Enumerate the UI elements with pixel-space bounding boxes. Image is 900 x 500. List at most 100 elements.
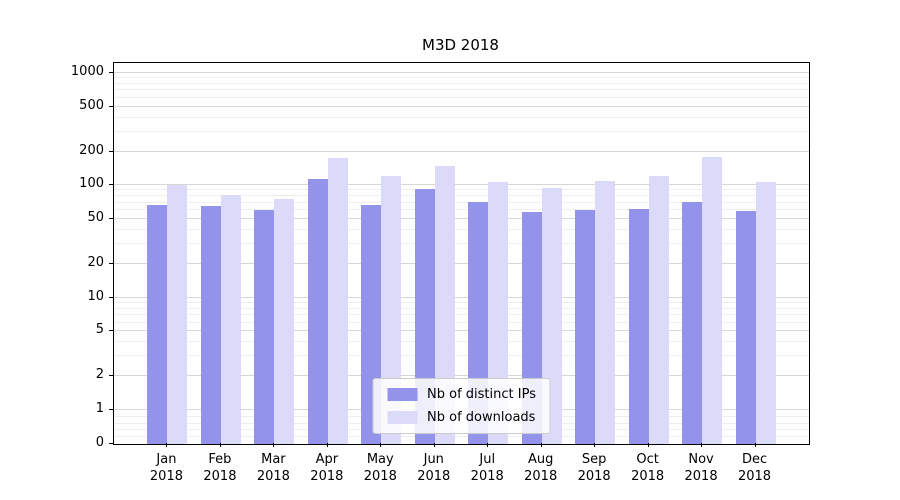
x-tick-mark xyxy=(433,443,435,447)
x-tick-label-line: Sep xyxy=(581,452,607,467)
major-gridline xyxy=(114,330,809,332)
bar-downloads xyxy=(702,157,723,444)
bar-downloads xyxy=(220,195,241,444)
minor-gridline xyxy=(114,314,809,316)
minor-gridline xyxy=(114,355,809,357)
minor-gridline xyxy=(114,189,809,191)
legend-swatch-distinct-ips xyxy=(387,388,418,401)
minor-gridline xyxy=(114,89,809,91)
y-tick-mark xyxy=(109,218,113,220)
minor-gridline xyxy=(114,209,809,211)
x-tick-label-line: Jun xyxy=(423,452,444,467)
x-tick-label-line: Apr xyxy=(315,452,339,467)
minor-gridline xyxy=(114,130,809,132)
x-tick-label-line: 2018 xyxy=(577,469,611,484)
x-tick-mark xyxy=(647,443,649,447)
y-tick-mark xyxy=(109,330,113,332)
minor-gridline xyxy=(114,96,809,98)
y-tick-mark xyxy=(109,150,113,152)
major-gridline xyxy=(114,150,809,152)
bar-downloads xyxy=(274,198,295,444)
major-gridline xyxy=(114,184,809,186)
minor-gridline xyxy=(114,321,809,323)
bar-distinct-ips xyxy=(147,204,168,444)
minor-gridline xyxy=(114,341,809,343)
bar-downloads xyxy=(595,180,616,444)
x-tick-mark xyxy=(326,443,328,447)
y-tick-label: 200 xyxy=(79,142,104,158)
x-tick-mark xyxy=(540,443,542,447)
chart-title: M3D 2018 xyxy=(422,36,499,54)
x-tick-label: Apr 2018 xyxy=(297,451,357,485)
legend-swatch-downloads xyxy=(387,411,418,424)
bar-downloads xyxy=(327,158,348,444)
x-tick-label-line: Nov xyxy=(688,452,714,467)
x-tick-label: May 2018 xyxy=(350,451,410,485)
x-tick-label-line: 2018 xyxy=(631,469,665,484)
x-tick-mark xyxy=(166,443,168,447)
x-tick-mark xyxy=(380,443,382,447)
minor-gridline xyxy=(114,77,809,79)
legend-label-downloads: Nb of downloads xyxy=(427,410,536,425)
y-tick-mark xyxy=(109,184,113,186)
x-tick-label-line: Jan xyxy=(156,452,177,467)
legend: Nb of distinct IPs Nb of downloads xyxy=(372,378,551,434)
x-tick-label: Jul 2018 xyxy=(457,451,517,485)
x-tick-label-line: 2018 xyxy=(203,469,237,484)
minor-gridline xyxy=(114,307,809,309)
y-tick-mark xyxy=(109,72,113,73)
x-tick-label-line: Jul xyxy=(479,452,496,467)
bar-distinct-ips xyxy=(307,178,328,444)
minor-gridline xyxy=(114,229,809,231)
bar-distinct-ips xyxy=(682,202,703,444)
x-tick-mark xyxy=(594,443,596,447)
x-tick-label-line: 2018 xyxy=(310,469,344,484)
minor-gridline xyxy=(114,201,809,203)
y-tick-label: 10 xyxy=(87,288,104,304)
x-tick-label-line: 2018 xyxy=(417,469,451,484)
major-gridline xyxy=(114,262,809,264)
bar-distinct-ips xyxy=(628,208,649,444)
minor-gridline xyxy=(114,82,809,84)
legend-entry-downloads: Nb of downloads xyxy=(387,410,536,425)
legend-label-distinct-ips: Nb of distinct IPs xyxy=(427,387,536,402)
y-tick-label: 2 xyxy=(95,367,104,383)
y-tick-label: 20 xyxy=(87,254,104,270)
major-gridline xyxy=(114,105,809,107)
x-tick-label: Mar 2018 xyxy=(243,451,303,485)
x-tick-label: Jun 2018 xyxy=(404,451,464,485)
x-tick-label-line: Oct xyxy=(636,452,659,467)
x-tick-mark xyxy=(273,443,275,447)
x-tick-label: Jan 2018 xyxy=(136,451,196,485)
bar-distinct-ips xyxy=(200,205,221,444)
y-tick-label: 1 xyxy=(95,401,104,416)
minor-gridline xyxy=(114,116,809,118)
y-tick-label: 5 xyxy=(95,322,104,338)
major-gridline xyxy=(114,218,809,220)
bar-distinct-ips xyxy=(735,211,756,444)
x-tick-mark xyxy=(487,443,489,447)
minor-gridline xyxy=(114,301,809,303)
plot-area: Nb of distinct IPs Nb of downloads xyxy=(113,62,810,445)
x-tick-label: Dec 2018 xyxy=(725,451,785,485)
y-tick-label: 0 xyxy=(95,435,104,450)
y-tick-label: 500 xyxy=(79,97,104,113)
minor-gridline xyxy=(114,243,809,245)
major-gridline xyxy=(114,296,809,298)
minor-gridline xyxy=(114,436,809,438)
bar-downloads xyxy=(755,181,776,444)
y-tick-mark xyxy=(109,105,113,107)
y-tick-label: 100 xyxy=(79,176,104,192)
x-tick-label-line: Aug xyxy=(527,452,554,467)
bar-downloads xyxy=(434,166,455,444)
bar-downloads xyxy=(648,175,669,444)
x-tick-label-line: 2018 xyxy=(737,469,772,484)
x-tick-label-line: 2018 xyxy=(524,469,558,484)
x-tick-label: Nov 2018 xyxy=(671,451,731,485)
major-gridline xyxy=(114,375,809,377)
minor-gridline xyxy=(114,195,809,197)
legend-entry-distinct-ips: Nb of distinct IPs xyxy=(387,387,536,402)
x-tick-label-line: Dec xyxy=(741,452,768,467)
x-tick-mark xyxy=(754,443,756,447)
